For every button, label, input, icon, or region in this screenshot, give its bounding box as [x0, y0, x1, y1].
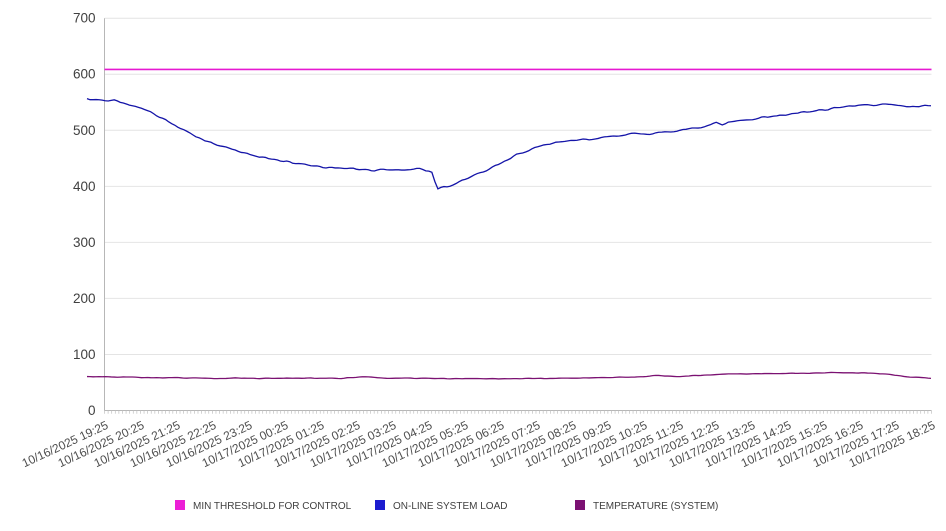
- svg-text:700: 700: [73, 11, 96, 26]
- svg-text:100: 100: [73, 347, 96, 362]
- svg-text:200: 200: [73, 291, 96, 306]
- svg-text:600: 600: [73, 67, 96, 82]
- svg-text:400: 400: [73, 179, 96, 194]
- svg-text:500: 500: [73, 123, 96, 138]
- svg-text:300: 300: [73, 235, 96, 250]
